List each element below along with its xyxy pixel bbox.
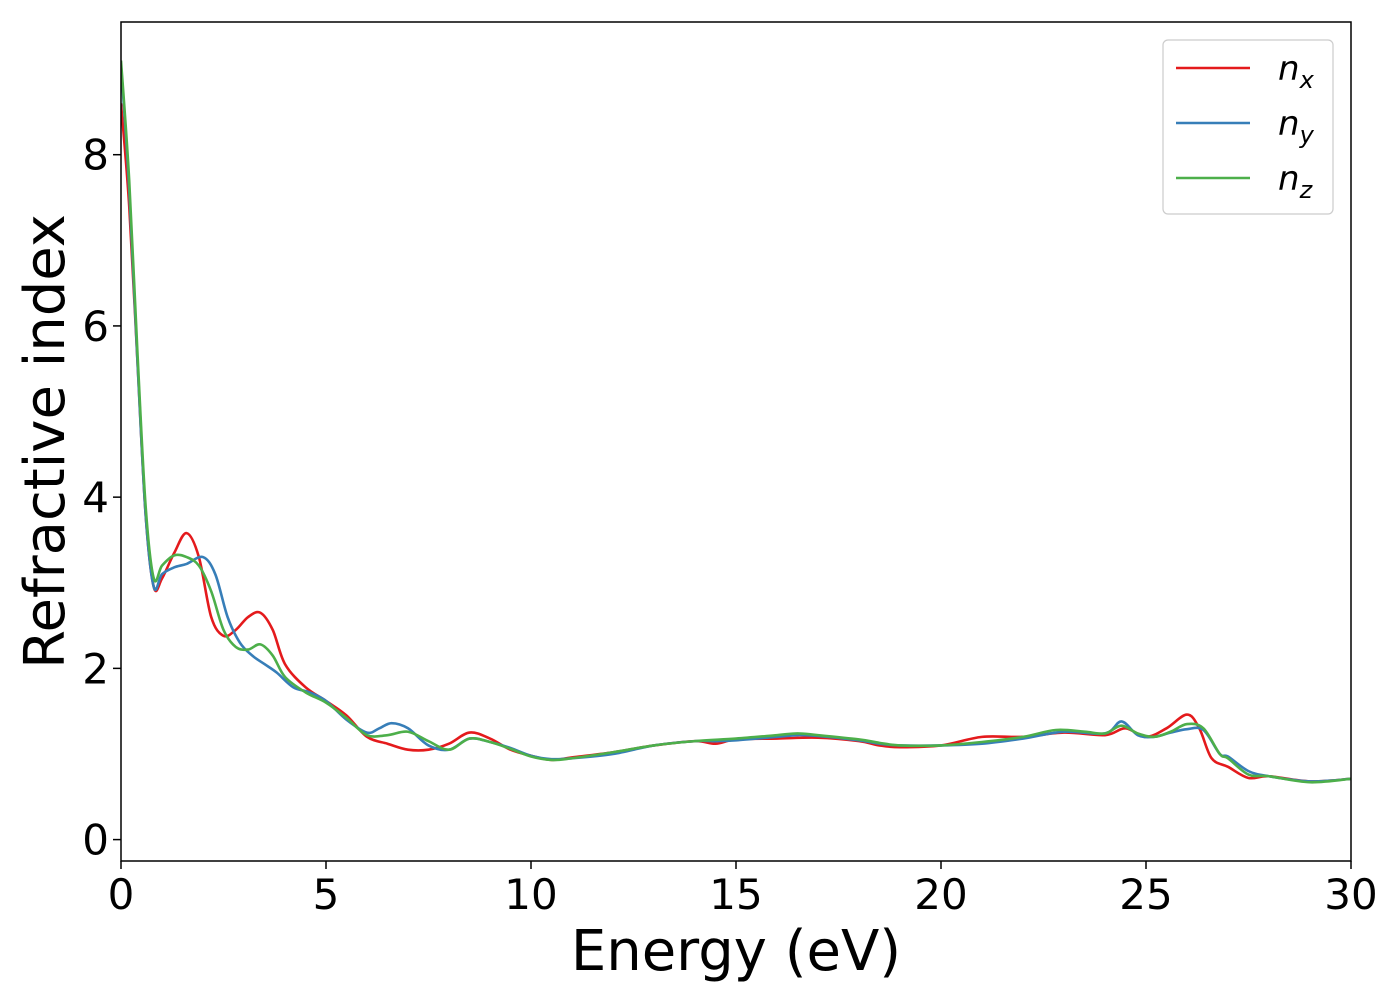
y-tick-label: 6 xyxy=(82,302,109,351)
y-tick-label: 0 xyxy=(82,816,109,865)
x-tick-label: 15 xyxy=(709,870,762,919)
legend-label-z: nz xyxy=(1278,159,1314,204)
y-tick-label: 8 xyxy=(82,131,109,180)
x-axis-ticks: 0 5 10 15 20 25 30 xyxy=(108,861,1378,919)
x-axis-label: Energy (eV) xyxy=(571,919,901,984)
series-line-n-z xyxy=(121,60,1351,784)
x-tick-label: 10 xyxy=(504,870,557,919)
x-tick-label: 25 xyxy=(1119,870,1172,919)
y-tick-label: 4 xyxy=(82,473,109,522)
legend: nx ny nz xyxy=(1162,39,1334,215)
x-tick-label: 0 xyxy=(108,870,135,919)
y-axis-label: Refractive index xyxy=(13,214,78,669)
x-tick-label: 30 xyxy=(1324,870,1377,919)
y-axis-ticks: 0 2 4 6 8 xyxy=(82,131,121,865)
y-tick-label: 2 xyxy=(82,644,109,693)
legend-label-y: ny xyxy=(1278,104,1315,149)
series-lines xyxy=(121,60,1351,784)
legend-label-x: nx xyxy=(1278,49,1315,94)
legend-box xyxy=(1162,39,1334,215)
x-tick-label: 20 xyxy=(914,870,967,919)
x-tick-label: 5 xyxy=(313,870,340,919)
